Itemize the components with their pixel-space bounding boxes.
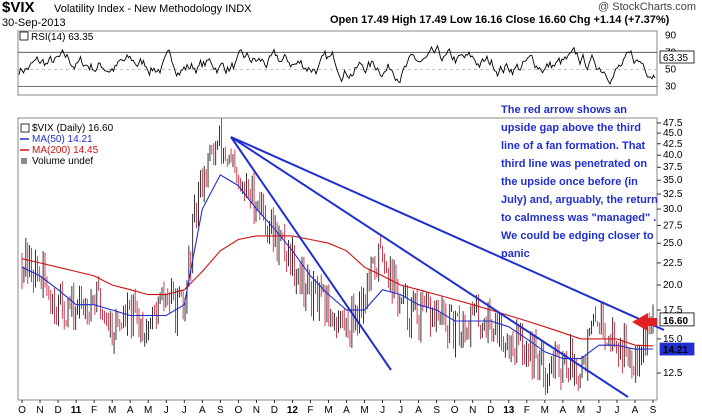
- x-tick-label: N: [36, 405, 43, 416]
- x-tick-label: O: [18, 405, 26, 416]
- x-tick-label: A: [415, 405, 422, 416]
- x-tick-label: O: [234, 405, 242, 416]
- symbol-description: Volatility Index - New Methodology INDX: [54, 3, 252, 15]
- x-tick-label: A: [560, 405, 567, 416]
- rsi-line: [18, 44, 656, 86]
- x-tick-label: J: [596, 405, 601, 416]
- annotation-text: The red arrow shows an upside gap above …: [501, 104, 658, 260]
- y-tick-label: 42.5: [663, 139, 683, 150]
- watermark: @ StockCharts.com: [598, 1, 696, 13]
- rsi-legend: RSI(14) 63.35: [19, 31, 94, 43]
- legend-label: MA(200) 14.45: [32, 145, 99, 156]
- y-tick-label: 15.0: [663, 334, 683, 345]
- x-tick-label: M: [541, 405, 549, 416]
- x-tick-label: M: [360, 405, 368, 416]
- x-tick-label: 11: [71, 405, 82, 416]
- x-tick-label: J: [164, 405, 169, 416]
- rsi-legend-swatch: [19, 31, 29, 41]
- y-tick-label: 30.0: [663, 204, 683, 215]
- x-tick-label: J: [380, 405, 385, 416]
- x-tick-label: A: [343, 405, 350, 416]
- ma200-line: [21, 235, 654, 347]
- price-label-box: [659, 312, 695, 327]
- x-tick-label: 13: [503, 405, 515, 416]
- chart-date: 30-Sep-2013: [2, 17, 66, 29]
- legend-swatch-volume: [21, 158, 27, 164]
- x-tick-label: 12: [287, 405, 299, 416]
- y-tick-label: 45.0: [663, 128, 683, 139]
- ohlc-summary: Open 17.49 High 17.49 Low 16.16 Close 16…: [330, 14, 670, 26]
- x-tick-label: M: [577, 405, 585, 416]
- y-tick-label: 22.5: [663, 258, 683, 269]
- y-tick-label: 27.5: [663, 220, 683, 231]
- rsi-value-box: [659, 50, 695, 64]
- ma50-line: [21, 174, 654, 360]
- rsi-tick-label: 30: [665, 81, 677, 92]
- x-tick-label: A: [632, 405, 639, 416]
- x-tick-label: S: [650, 405, 657, 416]
- x-tick-label: J: [398, 405, 403, 416]
- x-tick-label: D: [487, 405, 494, 416]
- y-tick-label: 47.5: [663, 118, 683, 129]
- x-tick-label: M: [108, 405, 116, 416]
- legend-swatch-price: [20, 123, 30, 133]
- rsi-value-label: 63.35: [663, 53, 688, 64]
- y-tick-label: 12.5: [663, 368, 683, 379]
- symbol-title: $VIX: [2, 0, 35, 16]
- x-tick-label: J: [614, 405, 619, 416]
- x-tick-label: F: [91, 405, 97, 416]
- ma50-label-box: [659, 342, 695, 356]
- x-tick-label: N: [253, 405, 260, 416]
- x-tick-label: D: [54, 405, 61, 416]
- x-tick-label: D: [271, 405, 278, 416]
- y-tick-label: 37.5: [663, 162, 683, 173]
- x-tick-label: A: [127, 405, 134, 416]
- legend-label: $VIX (Daily) 16.60: [32, 123, 114, 134]
- y-tick-label: 25.0: [663, 238, 683, 249]
- price-label: 16.60: [663, 316, 688, 327]
- x-tick-label: J: [182, 405, 187, 416]
- x-tick-label: A: [199, 405, 206, 416]
- x-tick-label: N: [469, 405, 476, 416]
- y-tick-label: 32.5: [663, 189, 683, 200]
- x-tick-label: F: [524, 405, 530, 416]
- x-tick-label: F: [307, 405, 313, 416]
- x-tick-label: S: [433, 405, 440, 416]
- x-tick-label: M: [144, 405, 152, 416]
- x-tick-label: M: [324, 405, 332, 416]
- x-tick-label: O: [451, 405, 459, 416]
- rsi-tick-label: 50: [665, 64, 677, 75]
- ma50-value-label: 14.21: [663, 345, 688, 356]
- price-series: [21, 118, 654, 396]
- fan-line-1: [230, 136, 392, 371]
- rsi-tick-label: 90: [665, 30, 677, 41]
- red-arrow: [632, 313, 657, 331]
- main-panel-frame: [17, 117, 658, 401]
- y-tick-label: 20.0: [663, 280, 683, 291]
- x-tick-label: S: [217, 405, 224, 416]
- y-tick-label: 40.0: [663, 150, 683, 161]
- legend-label: MA(50) 14.21: [32, 134, 93, 145]
- fan-line-3: [230, 136, 665, 331]
- y-tick-label: 35.0: [663, 175, 683, 186]
- rsi-legend-label: RSI(14) 63.35: [31, 32, 94, 43]
- y-tick-label: 17.5: [663, 305, 683, 316]
- legend-label: Volume undef: [32, 156, 93, 167]
- fan-line-2: [230, 136, 629, 398]
